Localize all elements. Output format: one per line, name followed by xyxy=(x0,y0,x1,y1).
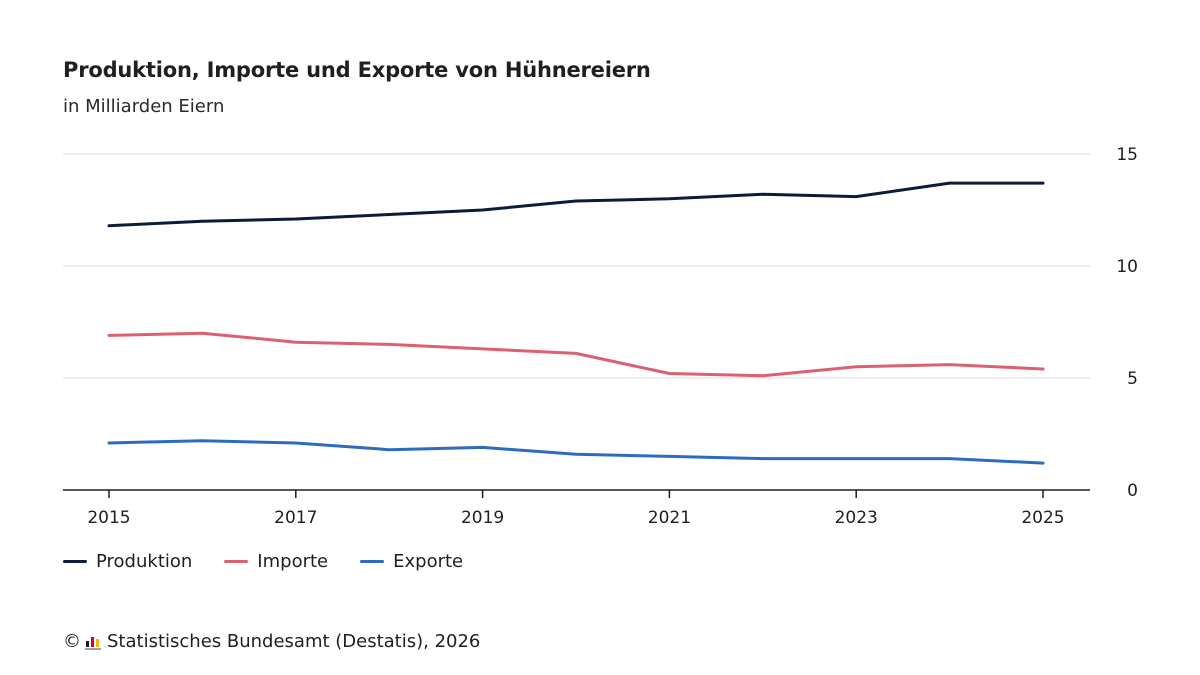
x-tick-label: 2019 xyxy=(461,508,504,528)
x-tick-label: 2025 xyxy=(1021,508,1064,528)
legend-swatch xyxy=(224,560,249,563)
legend-label: Importe xyxy=(257,551,329,572)
legend-label: Exporte xyxy=(393,551,464,572)
x-tick-label: 2017 xyxy=(274,508,317,528)
x-axis xyxy=(63,489,1090,498)
series-line-exporte xyxy=(107,439,1045,465)
y-tick-label: 0 xyxy=(1127,481,1138,501)
legend-item-importe: Importe xyxy=(224,551,328,572)
legend: Produktion Importe Exporte xyxy=(63,551,495,572)
legend-item-produktion: Produktion xyxy=(63,551,192,572)
series-lines xyxy=(107,181,1045,465)
legend-label: Produktion xyxy=(96,551,193,572)
legend-item-exporte: Exporte xyxy=(360,551,463,572)
y-tick-label: 5 xyxy=(1127,369,1138,389)
copyright-symbol: © xyxy=(63,631,81,652)
source-text: Statistisches Bundesamt (Destatis), 2026 xyxy=(107,631,481,652)
legend-swatch xyxy=(360,560,385,563)
y-tick-label: 10 xyxy=(1116,257,1138,277)
y-axis-tick-labels: 0 5 10 15 xyxy=(1116,145,1138,501)
destatis-logo-icon xyxy=(85,636,101,650)
legend-swatch xyxy=(63,560,87,563)
footer: © Statistisches Bundesamt (Destatis), 20… xyxy=(63,631,480,652)
chart-subtitle: in Milliarden Eiern xyxy=(63,96,225,117)
series-line-importe xyxy=(107,331,1045,378)
chart-title: Produktion, Importe und Exporte von Hühn… xyxy=(63,58,651,82)
x-tick-label: 2015 xyxy=(87,508,130,528)
x-tick-label: 2023 xyxy=(835,508,878,528)
x-axis-tick-labels: 2015 2017 2019 2021 2023 2025 xyxy=(87,508,1064,528)
series-line-produktion xyxy=(107,181,1045,228)
y-tick-label: 15 xyxy=(1116,145,1138,165)
grid-lines xyxy=(63,153,1090,379)
x-tick-label: 2021 xyxy=(648,508,691,528)
